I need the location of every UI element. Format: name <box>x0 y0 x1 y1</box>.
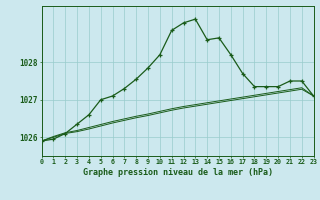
X-axis label: Graphe pression niveau de la mer (hPa): Graphe pression niveau de la mer (hPa) <box>83 168 273 177</box>
